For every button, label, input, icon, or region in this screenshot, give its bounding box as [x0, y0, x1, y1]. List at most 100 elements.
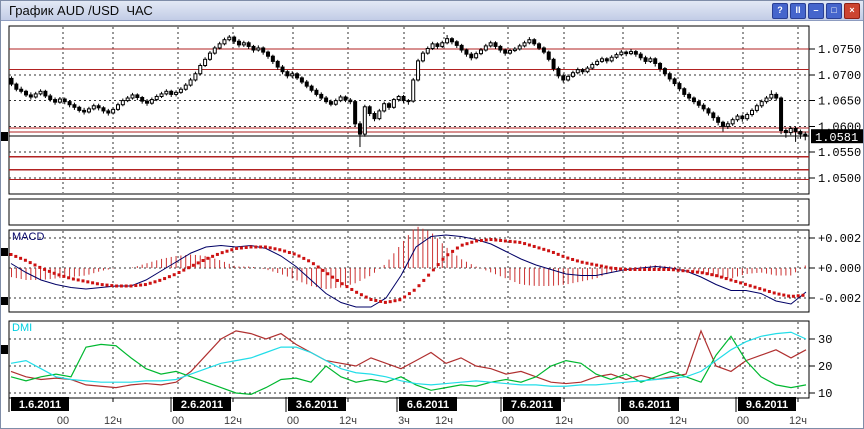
macd-signal-dot [527, 243, 531, 247]
macd-signal-dot [230, 248, 234, 252]
candle-body [24, 90, 29, 96]
candle-body [682, 88, 687, 95]
candle-body [691, 97, 696, 103]
macd-signal-dot [91, 281, 95, 285]
candle-body [67, 101, 72, 106]
time-label: 00 [57, 415, 69, 427]
macd-signal-dot [446, 253, 450, 257]
macd-signal-dot [619, 267, 623, 271]
candle-body [314, 89, 319, 95]
candle-body [396, 95, 401, 101]
macd-signal-dot [753, 285, 757, 289]
macd-signal-dot [57, 273, 61, 277]
macd-signal-dot [124, 284, 128, 288]
candle-body [498, 45, 503, 51]
candle-body [425, 47, 430, 54]
candle-body [416, 60, 421, 81]
macd-signal-dot [115, 284, 119, 288]
macd-signal-dot [705, 272, 709, 276]
help-button[interactable]: ? [772, 3, 788, 19]
title-bar[interactable]: График AUD /USD ЧАС [1, 1, 863, 21]
candle-body [585, 67, 590, 73]
macd-signal-dot [182, 268, 186, 272]
macd-signal-dot [326, 272, 330, 276]
candle-body [227, 36, 232, 41]
macd-signal-dot [43, 267, 47, 271]
candle-body [783, 130, 788, 134]
minimize-button[interactable]: – [808, 3, 824, 19]
macd-signal-dot [196, 261, 200, 265]
pause-button[interactable]: II [790, 3, 806, 19]
main-chart-panel[interactable] [8, 25, 810, 195]
macd-signal-dot [700, 271, 704, 275]
macd-signal-dot [422, 278, 426, 282]
macd-signal-dot [513, 240, 517, 244]
macd-signal-dot [743, 282, 747, 286]
macd-signal-dot [191, 263, 195, 267]
candle-body [779, 97, 784, 132]
close-button[interactable]: × [844, 3, 860, 19]
candle-body [328, 101, 333, 105]
dmi-panel[interactable] [8, 320, 810, 399]
candle-body [285, 71, 290, 77]
candle-body [561, 75, 566, 81]
candle-body [188, 79, 193, 86]
candle-body [178, 88, 183, 93]
macd-signal-dot [777, 292, 781, 296]
candle-body [38, 90, 43, 95]
candle-body [633, 51, 638, 55]
candle-body [91, 105, 96, 110]
macd-signal-dot [643, 268, 647, 271]
macd-signal-dot [633, 268, 637, 271]
macd-signal-dot [455, 246, 459, 250]
macd-signal-dot [772, 291, 776, 295]
candle-body [459, 44, 464, 51]
candle-body [503, 49, 508, 54]
macd-signal-dot [167, 275, 171, 279]
macd-signal-dot [249, 245, 253, 249]
maximize-button[interactable]: □ [826, 3, 842, 19]
time-label: 12ч [669, 415, 687, 427]
macd-signal-dot [470, 240, 474, 244]
macd-signal-dot [623, 267, 627, 271]
candle-body [716, 117, 721, 123]
candle-body [449, 38, 454, 43]
candle-body [430, 43, 435, 49]
macd-signal-dot [239, 246, 243, 250]
candle-body [251, 45, 256, 51]
macd-signal-dot [734, 279, 738, 283]
macd-signal-dot [331, 275, 335, 279]
macd-signal-dot [609, 266, 613, 270]
indicator-empty-panel[interactable] [8, 198, 810, 226]
macd-signal-dot [475, 239, 479, 243]
macd-signal-dot [311, 262, 315, 266]
candle-body [9, 77, 14, 85]
macd-signal-dot [647, 268, 651, 271]
candle-body [711, 112, 716, 119]
candle-body [725, 123, 730, 127]
time-label: 12ч [104, 415, 122, 427]
macd-signal-dot [542, 247, 546, 251]
candle-body [367, 106, 372, 114]
candle-body [212, 47, 217, 54]
dmi-plusdi-line [10, 335, 807, 395]
macd-axis-label: -0.002 [818, 292, 861, 306]
macd-signal-dot [763, 288, 767, 292]
macd-signal-dot [393, 299, 397, 303]
macd-signal-dot [551, 250, 555, 254]
macd-signal-dot [321, 268, 325, 272]
macd-signal-dot [86, 280, 90, 284]
macd-signal-dot [307, 259, 311, 263]
candle-body [754, 105, 759, 111]
macd-signal-dot [801, 293, 805, 297]
candle-body [590, 63, 595, 69]
left-marker [1, 132, 8, 141]
candle-body [401, 95, 406, 102]
macd-signal-dot [436, 263, 440, 267]
candle-body [464, 49, 469, 55]
macd-signal-dot [129, 284, 133, 288]
candle-body [662, 68, 667, 75]
candle-body [222, 39, 227, 45]
macd-signal-dot [177, 271, 181, 274]
